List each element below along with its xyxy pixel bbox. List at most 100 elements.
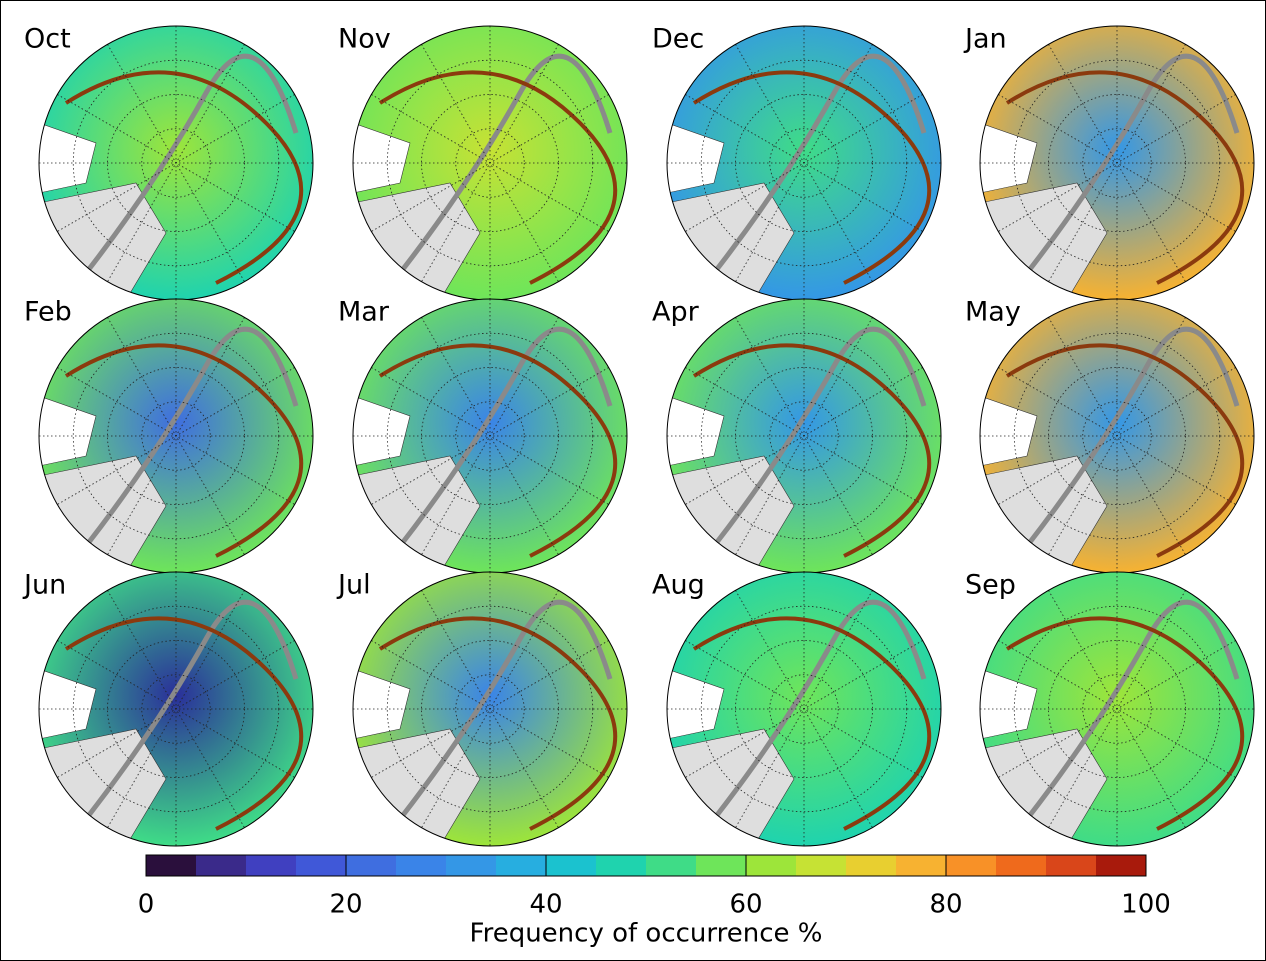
land [980,668,1038,740]
latitude-line [1013,332,1221,540]
month-label: Sep [965,570,1016,601]
colorbar-segment [646,855,697,876]
ice-edge [1025,599,1240,821]
latitude-line [141,128,211,198]
colorbar-segment [346,855,397,876]
map-outline [979,571,1255,847]
latitude-line [455,401,525,471]
latitude-line [769,128,839,198]
colorbar-segment [846,855,897,876]
ice-edge [398,599,613,821]
month-label: Oct [24,24,71,55]
latitude-line [700,605,908,813]
land [353,668,411,740]
latitude-line [141,401,211,471]
colorbar-tick-label: 40 [529,890,562,920]
ice-edge [1005,343,1245,558]
ice-edge [1025,326,1240,548]
ice-edge [712,599,927,821]
colorbar-tick-label: 80 [929,890,962,920]
colorbar-segment [596,855,647,876]
month-label: Jun [22,570,66,601]
map-outline [38,571,314,847]
map-panel [667,299,941,573]
colorbar-segment [946,855,997,876]
month-label: Mar [338,297,390,328]
ice-edge [64,343,304,558]
map-panel [980,299,1254,573]
map-panel [667,572,941,846]
meridian-line [998,367,1236,505]
ice-edge [712,53,927,275]
colorbar-segment [696,855,747,876]
colorbar-segment [146,855,197,876]
ice-edge [712,326,927,548]
map-panel [39,26,313,300]
colorbar-segment [246,855,297,876]
latitude-line [769,674,839,744]
ice-edge [378,343,618,558]
colorbar-segment [196,855,247,876]
ice-edge [398,326,613,548]
ice-edge [84,326,299,548]
ice-edge [692,70,932,285]
colorbar-tick-label: 100 [1121,890,1171,920]
ice-edge [692,616,932,831]
month-label: Nov [338,24,391,55]
colorbar-segment [496,855,547,876]
colorbar-segment [546,855,597,876]
land [353,395,411,467]
ice-edge [398,53,613,275]
latitude-line [386,59,594,267]
map-panel [39,572,313,846]
month-label: Jan [963,24,1007,55]
latitude-line [1082,128,1152,198]
land [353,122,411,194]
latitude-line [455,674,525,744]
ice-edge [1025,53,1240,275]
month-label: Jul [336,570,371,601]
meridian-line [57,367,295,505]
map-outline [352,571,628,847]
meridian-line [998,640,1236,778]
colorbar-tick-label: 0 [138,890,155,920]
meridian-line [371,367,609,505]
land [667,122,725,194]
month-label: Feb [24,297,72,328]
colorbar-tick-label: 20 [329,890,362,920]
ice-edge [64,616,304,831]
latitude-line [386,332,594,540]
month-label: Aug [652,570,705,601]
ice-edge [84,53,299,275]
colorbar-segment [746,855,797,876]
latitude-line [141,674,211,744]
ice-edge [378,616,618,831]
colorbar-tick-label: 60 [729,890,762,920]
ice-edge [692,343,932,558]
latitude-line [72,332,280,540]
map-panel [353,572,627,846]
land [667,395,725,467]
month-label: May [965,297,1021,328]
latitude-line [72,59,280,267]
latitude-line [72,605,280,813]
latitude-line [700,332,908,540]
map-panel [980,572,1254,846]
map-panel [353,26,627,300]
latitude-line [455,128,525,198]
colorbar-segment [896,855,947,876]
latitude-line [1013,59,1221,267]
colorbar-segment [446,855,497,876]
latitude-line [700,59,908,267]
land [980,122,1038,194]
colorbar-segment [1096,855,1147,876]
meridian-line [57,640,295,778]
latitude-line [1013,605,1221,813]
ice-edge [64,70,304,285]
ice-edge [1005,616,1245,831]
latitude-line [386,605,594,813]
latitude-line [769,401,839,471]
colorbar-segment [996,855,1047,876]
